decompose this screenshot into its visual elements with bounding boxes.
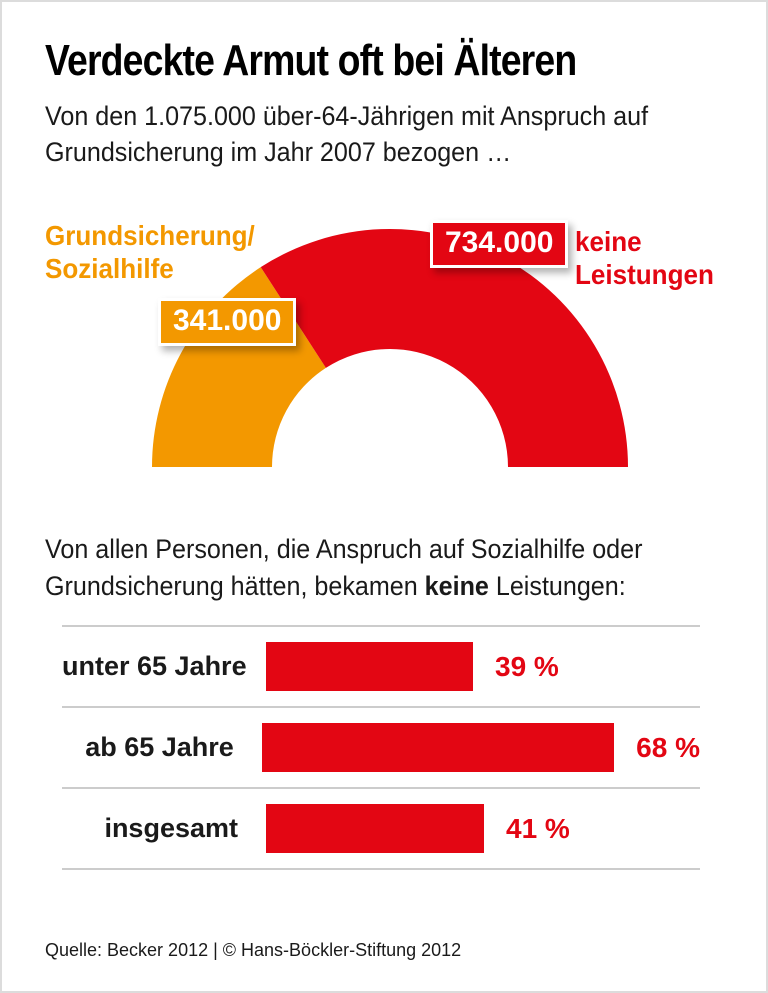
legend-left-line-1: Grundsicherung/ xyxy=(45,220,255,251)
bar-unter-65 xyxy=(266,642,473,691)
bar-row-ab-65: ab 65 Jahre 68 % xyxy=(62,706,700,787)
bar-section-intro: Von allen Personen, die Anspruch auf Soz… xyxy=(45,531,642,605)
bar-value-label: 41 % xyxy=(506,812,570,844)
bar-value-label: 68 % xyxy=(636,731,700,763)
bar-insgesamt xyxy=(266,804,484,853)
subtitle-line-2: Grundsicherung im Jahr 2007 bezogen … xyxy=(45,137,512,167)
bar-label: insgesamt xyxy=(104,813,238,843)
value-box-grundsicherung: 341.000 xyxy=(158,298,297,346)
bar-label: ab 65 Jahre xyxy=(85,732,234,762)
value-grundsicherung: 341.000 xyxy=(173,304,282,337)
value-box-keine-leistungen: 734.000 xyxy=(430,220,569,268)
value-keine-leistungen: 734.000 xyxy=(445,226,554,259)
subtitle-line-1: Von den 1.075.000 über-64-Jährigen mit A… xyxy=(45,101,649,131)
donut-segment-keine-leistungen xyxy=(260,229,628,467)
bar-value-label: 39 % xyxy=(495,650,559,682)
bar-row-insgesamt: insgesamt 41 % xyxy=(62,787,700,868)
intro-bold-keine: keine xyxy=(424,571,489,601)
intro-line-2: Grundsicherung hätten, bekamen keine Lei… xyxy=(45,571,626,601)
donut-legend-right: keine Leistungen xyxy=(575,225,714,291)
chart-bottom-separator xyxy=(62,868,700,870)
legend-right-line-2: Leistungen xyxy=(575,259,714,290)
bar-chart: unter 65 Jahre 39 % ab 65 Jahre 68 % ins… xyxy=(62,625,700,870)
source-credit: Quelle: Becker 2012 | © Hans-Böckler-Sti… xyxy=(45,940,462,960)
legend-left-line-2: Sozialhilfe xyxy=(45,253,174,284)
legend-right-line-1: keine xyxy=(575,226,642,257)
page-title: Verdeckte Armut oft bei Älteren xyxy=(45,36,577,85)
donut-legend-left: Grundsicherung/ Sozialhilfe xyxy=(45,219,255,285)
subtitle: Von den 1.075.000 über-64-Jährigen mit A… xyxy=(45,98,648,170)
bar-label: unter 65 Jahre xyxy=(62,651,247,681)
bar-ab-65 xyxy=(261,723,615,772)
bar-row-unter-65: unter 65 Jahre 39 % xyxy=(62,625,700,706)
intro-line-1: Von allen Personen, die Anspruch auf Soz… xyxy=(45,534,643,564)
